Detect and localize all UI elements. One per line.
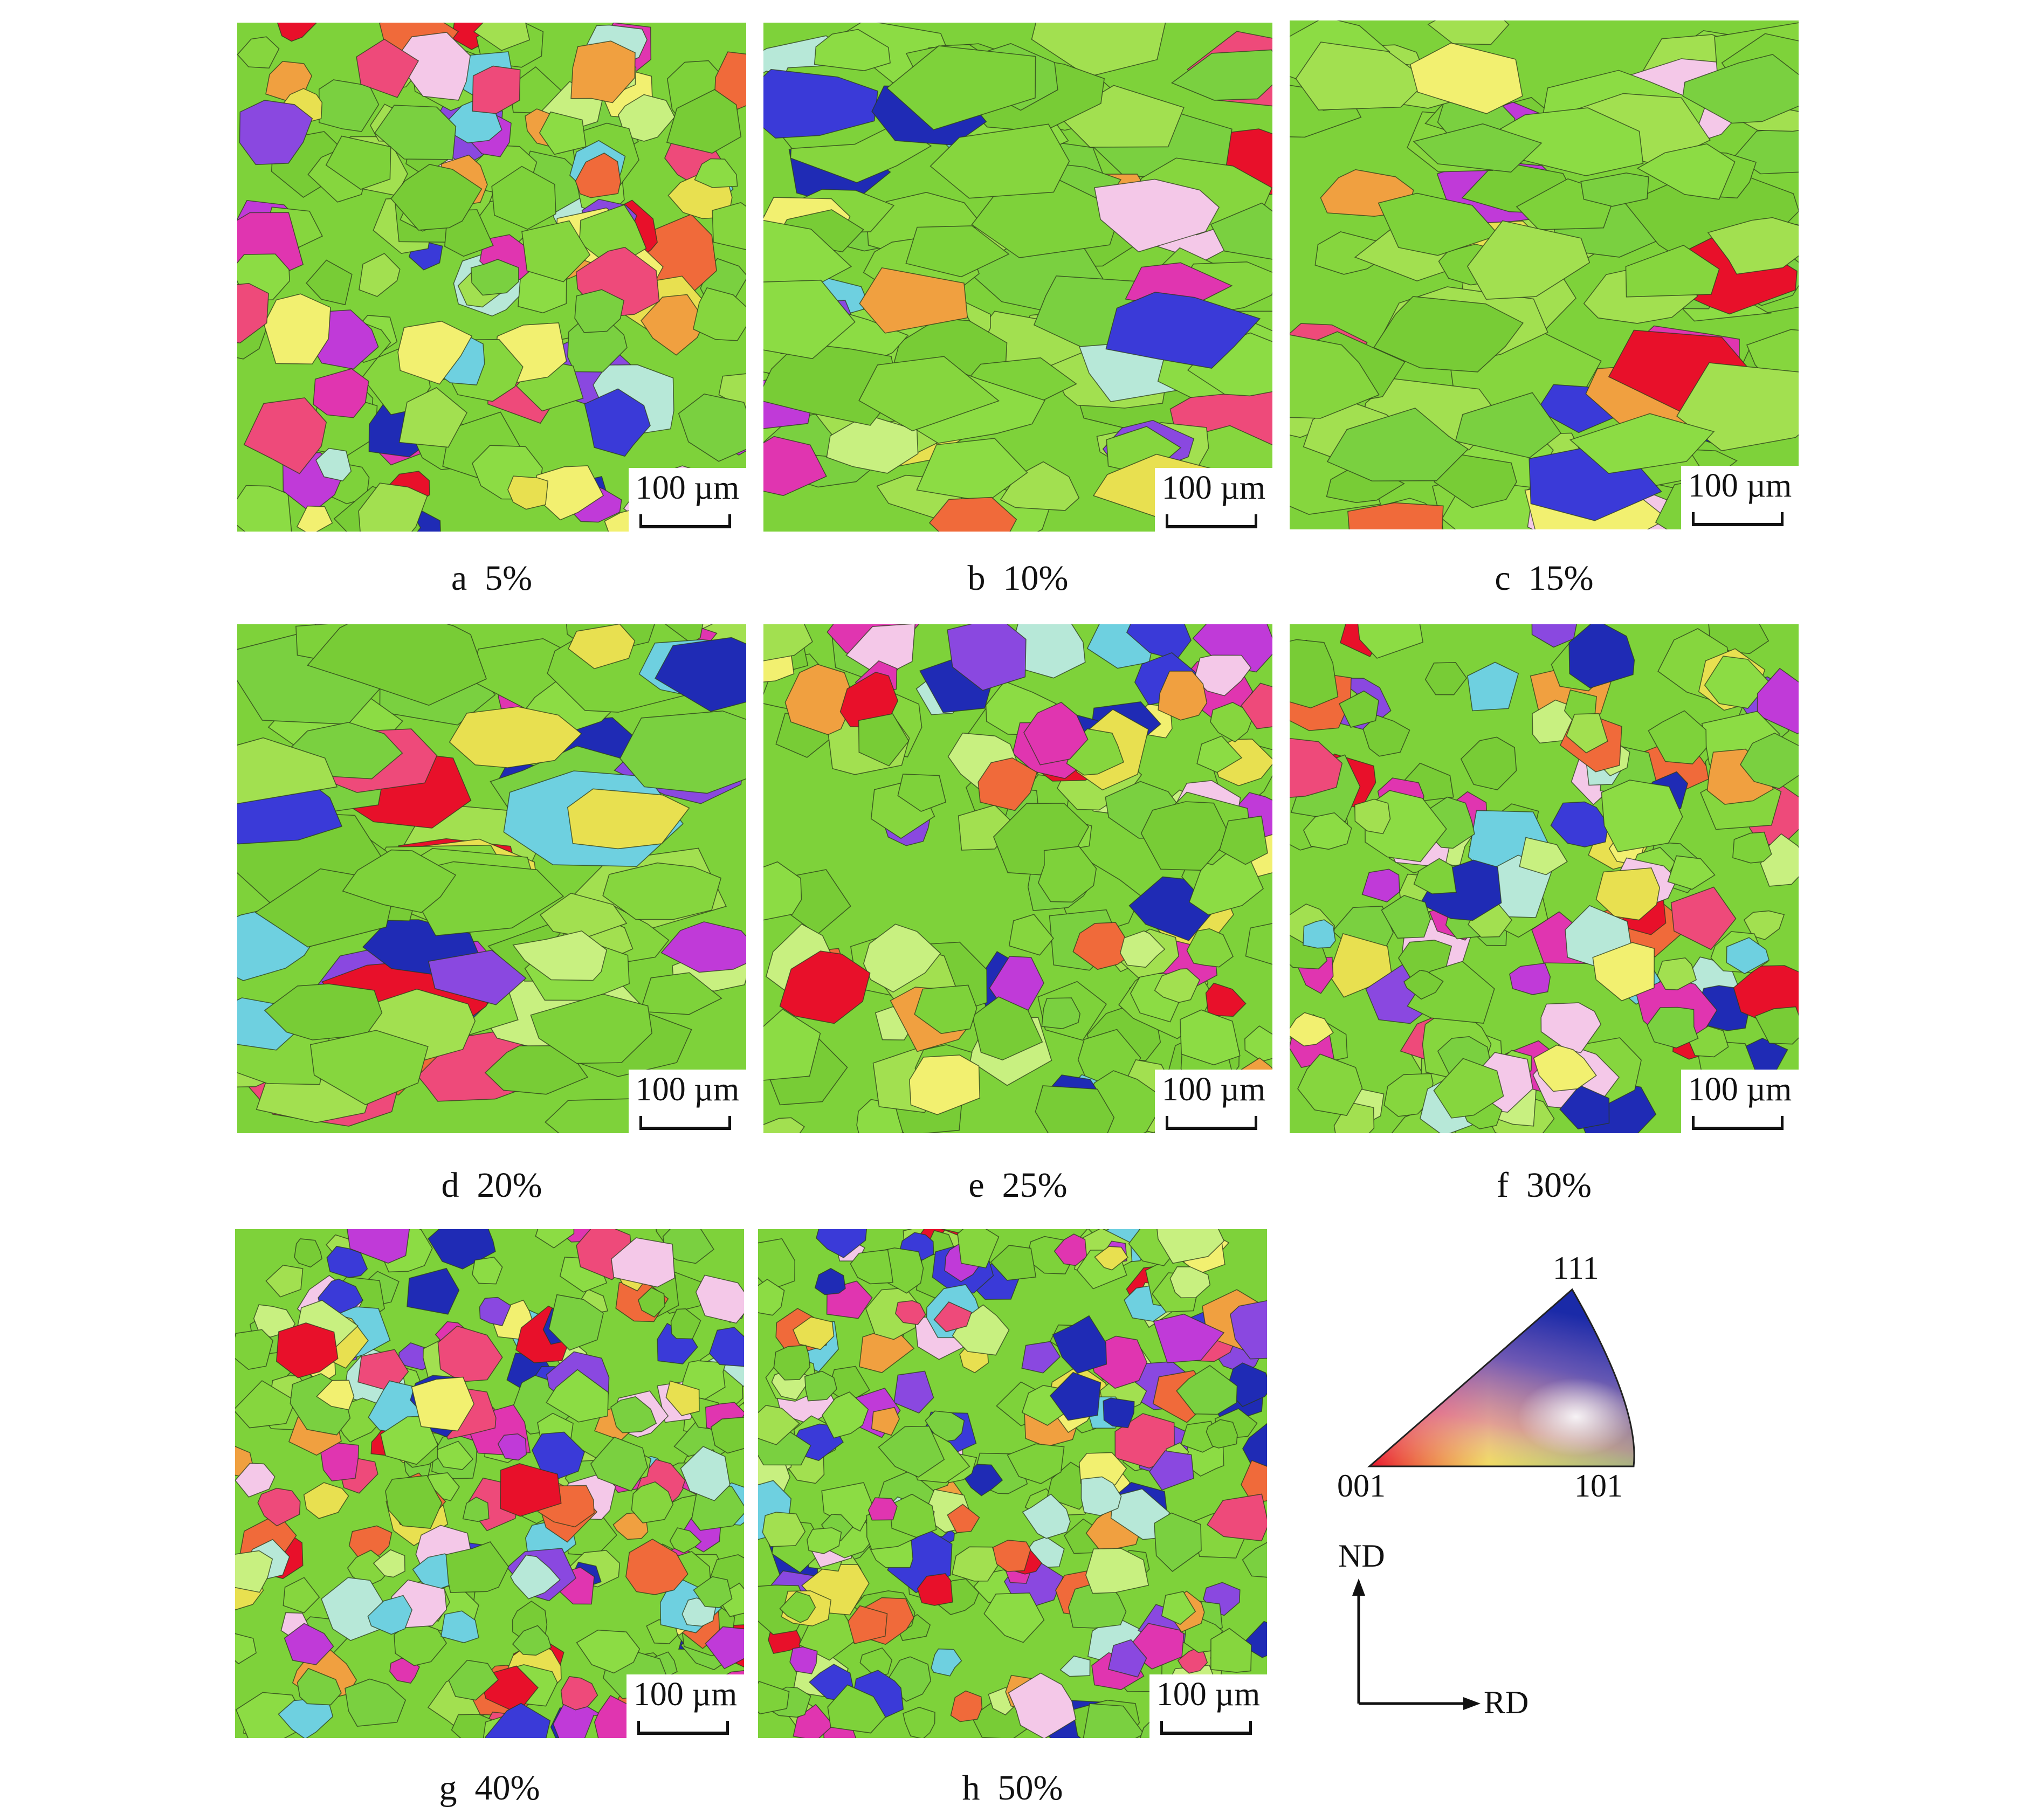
scale-bar-line (1692, 1116, 1784, 1130)
scale-bar: 100 µm (1681, 466, 1799, 529)
sample-axes: ND RD (1326, 1538, 1553, 1720)
caption-f: f 30% (1290, 1167, 1799, 1204)
scale-label: 100 µm (633, 1676, 738, 1713)
caption-value: 5% (485, 559, 533, 598)
caption-letter: b (967, 559, 986, 598)
scale-bar: 100 µm (626, 1674, 744, 1738)
caption-value: 25% (1002, 1166, 1068, 1205)
ipf-color-key: 111 001 101 (1316, 1240, 1693, 1520)
ebsd-map-h: 100 µm (758, 1229, 1267, 1738)
axis-label-rd: RD (1484, 1685, 1529, 1720)
scale-bar: 100 µm (629, 468, 746, 532)
scale-bar: 100 µm (1155, 1070, 1272, 1133)
ipf-label-001: 001 (1337, 1468, 1386, 1504)
scale-bar-line (1160, 1721, 1252, 1735)
caption-letter: h (962, 1768, 980, 1808)
axes-arrows (1352, 1578, 1481, 1710)
grain-map-image (1290, 624, 1799, 1133)
scale-label: 100 µm (1688, 467, 1792, 504)
scale-bar: 100 µm (1681, 1070, 1799, 1133)
ebsd-map-g: 100 µm (235, 1229, 744, 1738)
ipf-triangle (1367, 1288, 1635, 1467)
caption-letter: a (451, 559, 467, 598)
caption-value: 20% (477, 1166, 542, 1205)
scale-bar-line (1166, 514, 1257, 528)
caption-b: b 10% (763, 560, 1272, 597)
scale-label: 100 µm (1688, 1071, 1792, 1108)
ebsd-map-e: 100 µm (763, 624, 1272, 1133)
scale-label: 100 µm (635, 470, 740, 506)
caption-h: h 50% (758, 1769, 1267, 1807)
caption-e: e 25% (763, 1167, 1272, 1204)
caption-letter: d (441, 1166, 459, 1205)
scale-bar-line (637, 1721, 729, 1735)
scale-label: 100 µm (1161, 470, 1266, 506)
scale-bar: 100 µm (629, 1070, 746, 1133)
caption-value: 30% (1526, 1166, 1592, 1205)
ebsd-map-d: 100 µm (237, 624, 746, 1133)
caption-g: g 40% (235, 1769, 744, 1807)
caption-value: 40% (474, 1768, 540, 1808)
ebsd-map-c: 100 µm (1290, 20, 1799, 529)
ipf-label-111: 111 (1553, 1250, 1599, 1286)
scale-label: 100 µm (1161, 1071, 1266, 1108)
caption-letter: e (968, 1166, 984, 1205)
scale-label: 100 µm (1156, 1676, 1261, 1713)
ebsd-map-f: 100 µm (1290, 624, 1799, 1133)
caption-value: 50% (997, 1768, 1063, 1808)
grain-map-image (763, 23, 1272, 532)
caption-value: 10% (1003, 559, 1069, 598)
scale-bar: 100 µm (1149, 1674, 1267, 1738)
scale-bar-line (1166, 1116, 1257, 1130)
ebsd-map-b: 100 µm (763, 23, 1272, 532)
scale-bar-line (1692, 512, 1784, 526)
scale-bar-line (639, 1116, 731, 1130)
grain-map-image (237, 23, 746, 532)
scale-bar-line (639, 514, 731, 528)
caption-letter: c (1495, 559, 1511, 598)
caption-c: c 15% (1290, 560, 1799, 597)
grain-map-image (235, 1229, 744, 1738)
caption-value: 15% (1528, 559, 1594, 598)
grain-map-image (763, 624, 1272, 1133)
axis-label-nd: ND (1338, 1538, 1385, 1574)
ipf-label-101: 101 (1574, 1468, 1623, 1504)
caption-d: d 20% (237, 1167, 746, 1204)
caption-letter: g (439, 1768, 457, 1808)
scale-label: 100 µm (635, 1071, 740, 1108)
grain-map-image (1290, 20, 1799, 529)
caption-a: a 5% (237, 560, 746, 597)
ebsd-map-a: 100 µm (237, 23, 746, 532)
grain-map-image (237, 624, 746, 1133)
caption-letter: f (1497, 1166, 1509, 1205)
grain-map-image (758, 1229, 1267, 1738)
scale-bar: 100 µm (1155, 468, 1272, 532)
